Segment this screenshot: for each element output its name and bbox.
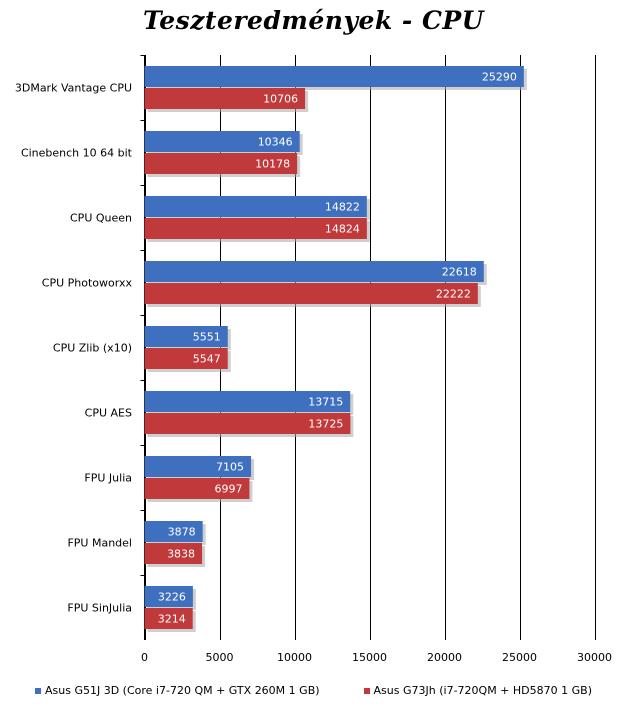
bar — [144, 456, 252, 477]
bar — [144, 391, 351, 412]
bar — [144, 586, 193, 607]
legend: Asus G51J 3D (Core i7-720 QM + GTX 260M … — [0, 684, 627, 697]
data-label: 25290 — [482, 71, 517, 84]
x-tick-label: 30000 — [577, 651, 612, 664]
legend-label-series-1: Asus G51J 3D (Core i7-720 QM + GTX 260M … — [45, 684, 320, 697]
data-label: 10178 — [255, 158, 290, 171]
bar — [144, 88, 306, 109]
legend-item-series-1: Asus G51J 3D (Core i7-720 QM + GTX 260M … — [35, 684, 320, 697]
data-label: 3214 — [158, 613, 186, 626]
data-label: 7105 — [216, 461, 244, 474]
bar — [144, 153, 298, 174]
category-label: 3DMark Vantage CPU — [15, 82, 132, 95]
category-label: FPU Julia — [84, 472, 132, 485]
data-label: 10706 — [263, 93, 298, 106]
bar — [144, 543, 203, 564]
bar — [144, 326, 228, 347]
data-label: 13725 — [308, 418, 343, 431]
data-label: 3878 — [168, 526, 196, 539]
data-label: 5547 — [193, 353, 221, 366]
bar — [144, 218, 367, 239]
data-label: 3226 — [158, 591, 186, 604]
legend-swatch-series-1 — [35, 687, 41, 694]
data-label: 14822 — [325, 201, 360, 214]
chart-title: Teszteredmények - CPU — [143, 6, 484, 35]
category-label: CPU Queen — [70, 212, 132, 225]
category-label: CPU Zlib (x10) — [53, 342, 132, 355]
bar — [144, 283, 478, 304]
x-tick-label: 10000 — [277, 651, 312, 664]
label-layer: 0 5000 10000 15000 20000 25000 30000 3DMark Van… — [15, 71, 612, 665]
category-label: CPU Photoworxx — [42, 277, 133, 290]
x-tick-label: 25000 — [502, 651, 537, 664]
x-tick-label: 15000 — [352, 651, 387, 664]
data-label: 22618 — [442, 266, 477, 279]
legend-swatch-series-2 — [363, 687, 370, 694]
category-label: FPU Mandel — [67, 537, 132, 550]
category-label: Cinebench 10 64 bit — [21, 147, 133, 160]
category-label: FPU SinJulia — [67, 602, 132, 615]
category-label: CPU AES — [85, 407, 132, 420]
bar — [144, 608, 193, 629]
bar — [144, 413, 351, 434]
bar-layer — [144, 66, 527, 632]
x-tick-label: 20000 — [427, 651, 462, 664]
data-label: 13715 — [308, 396, 343, 409]
legend-label-series-2: Asus G73Jh (i7-720QM + HD5870 1 GB) — [373, 684, 592, 697]
x-tick-label: 0 — [141, 651, 148, 664]
bar — [144, 196, 367, 217]
data-label: 5551 — [193, 331, 221, 344]
data-label: 6997 — [214, 483, 242, 496]
bar — [144, 478, 250, 499]
data-label: 10346 — [258, 136, 293, 149]
bar — [144, 66, 524, 87]
legend-item-series-2: Asus G73Jh (i7-720QM + HD5870 1 GB) — [363, 684, 592, 697]
data-label: 22222 — [436, 288, 471, 301]
data-label: 14824 — [325, 223, 360, 236]
data-label: 3838 — [167, 548, 195, 561]
bar — [144, 521, 203, 542]
x-tick-label: 5000 — [206, 651, 234, 664]
bar — [144, 348, 228, 369]
bar — [144, 131, 300, 152]
bar — [144, 261, 484, 282]
